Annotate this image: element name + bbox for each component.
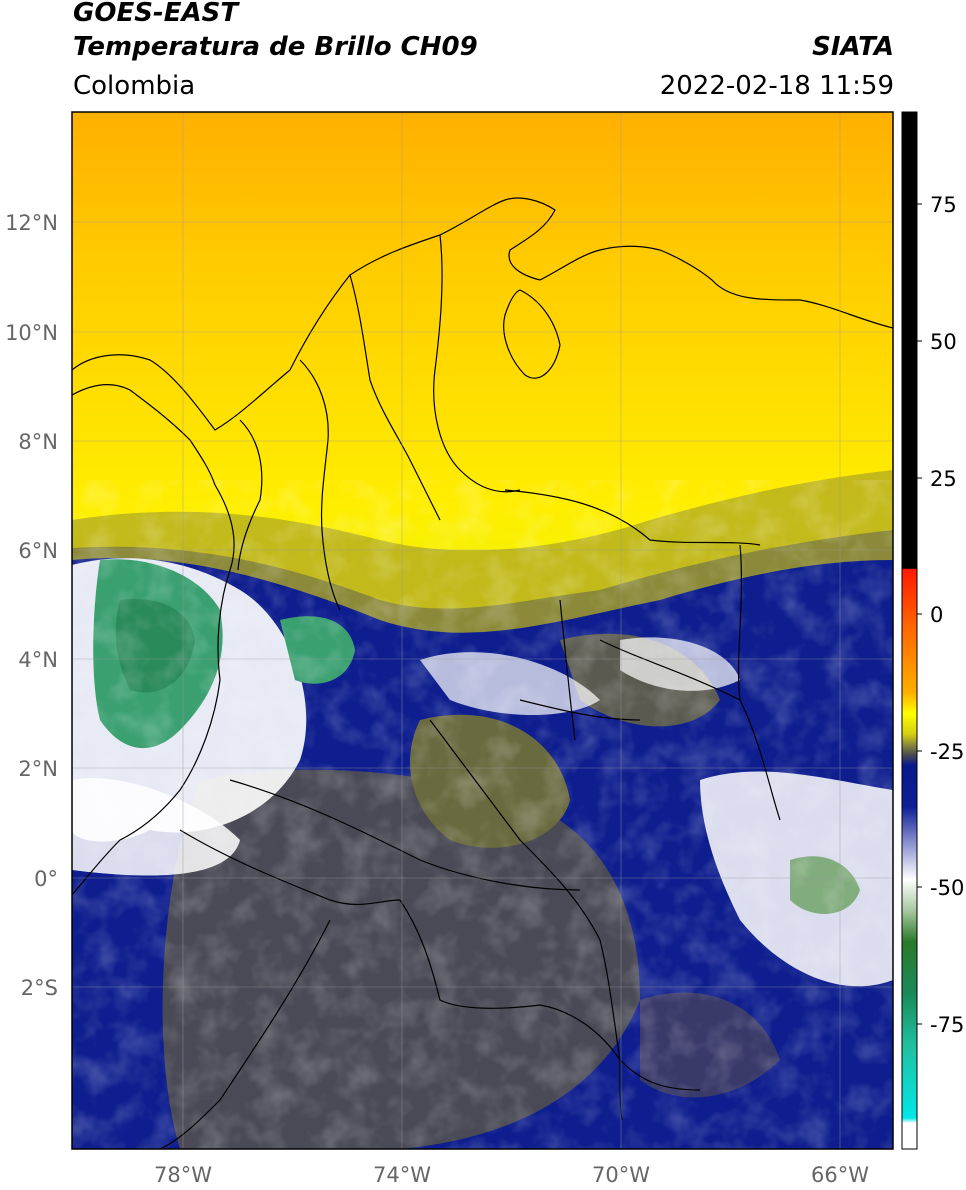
- lon-label: 78°W: [154, 1163, 212, 1187]
- lat-label: 8°N: [18, 430, 58, 454]
- colorbar-frame: [901, 111, 918, 1150]
- lon-label: 66°W: [811, 1163, 869, 1187]
- lat-label: 12°N: [5, 211, 58, 235]
- brand-label: SIATA: [812, 32, 894, 62]
- colorbar-tick-label: 25: [930, 467, 957, 491]
- lat-label: 2°N: [18, 757, 58, 781]
- lat-label: 10°N: [5, 321, 58, 345]
- coastlines-borders: [72, 197, 893, 1149]
- colorbar: 75 50 25 0 -25 -50 -75: [901, 111, 964, 1150]
- timestamp-label: 2022-02-18 11:59: [659, 71, 894, 101]
- colorbar-tick-label: 75: [930, 193, 957, 217]
- colorbar-tick-label: 0: [930, 603, 943, 627]
- colorbar-tick-label: -50: [930, 876, 964, 900]
- lat-label: 0°: [34, 867, 58, 891]
- longitude-labels: 78°W 74°W 70°W 66°W: [154, 1163, 869, 1187]
- channel-title: Temperatura de Brillo CH09: [73, 32, 478, 62]
- region-label: Colombia: [73, 71, 196, 101]
- lon-label: 74°W: [373, 1163, 431, 1187]
- map-frame: [71, 111, 894, 1150]
- latitude-labels: 12°N 10°N 8°N 6°N 4°N 2°N 0° 2°S: [5, 211, 58, 1000]
- lat-label: 4°N: [18, 648, 58, 672]
- lat-label: 2°S: [21, 976, 58, 1000]
- graticule: [72, 112, 893, 1149]
- colorbar-tick-label: -75: [930, 1013, 964, 1037]
- colorbar-tick-label: -25: [930, 740, 964, 764]
- brightness-temperature-field: [72, 112, 893, 1149]
- product-title: GOES-EAST: [73, 0, 239, 28]
- colorbar-gradient: [902, 112, 917, 1149]
- lat-label: 6°N: [18, 539, 58, 563]
- colorbar-tick-label: 50: [930, 330, 957, 354]
- lon-label: 70°W: [592, 1163, 650, 1187]
